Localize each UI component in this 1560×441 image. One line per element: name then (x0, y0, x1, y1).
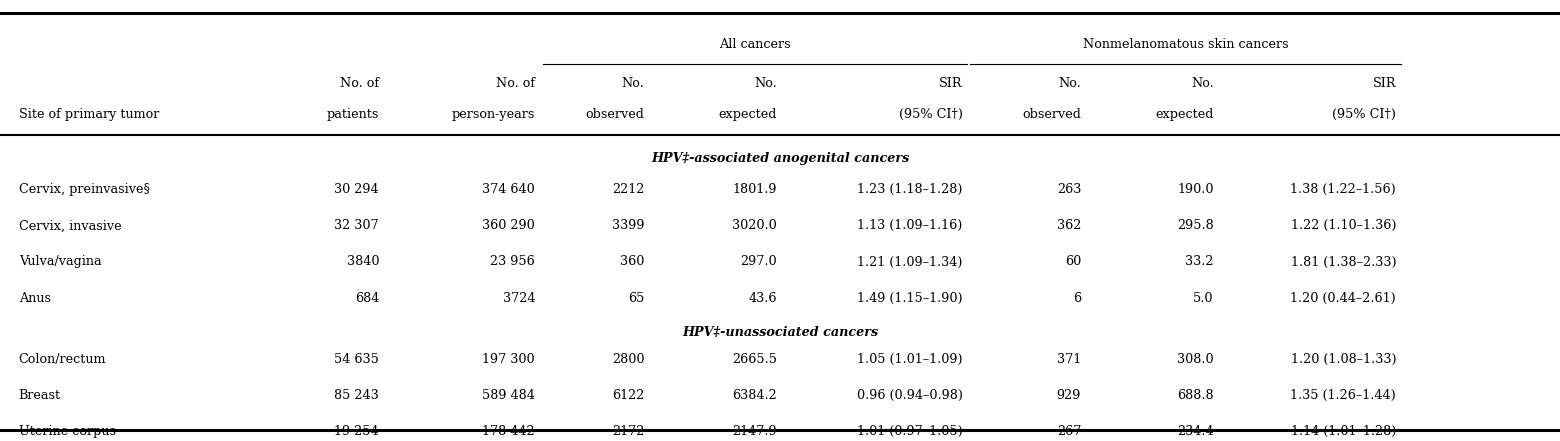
Text: 43.6: 43.6 (749, 292, 777, 305)
Text: 190.0: 190.0 (1178, 183, 1214, 196)
Text: 1.21 (1.09–1.34): 1.21 (1.09–1.34) (856, 255, 963, 269)
Text: No. of: No. of (496, 77, 535, 90)
Text: 30 294: 30 294 (334, 183, 379, 196)
Text: patients: patients (326, 108, 379, 121)
Text: (95% CI†): (95% CI†) (899, 108, 963, 121)
Text: 1.35 (1.26–1.44): 1.35 (1.26–1.44) (1290, 389, 1396, 402)
Text: observed: observed (585, 108, 644, 121)
Text: 688.8: 688.8 (1178, 389, 1214, 402)
Text: 1.49 (1.15–1.90): 1.49 (1.15–1.90) (856, 292, 963, 305)
Text: 5.0: 5.0 (1193, 292, 1214, 305)
Text: 19 254: 19 254 (334, 425, 379, 438)
Text: 2800: 2800 (612, 353, 644, 366)
Text: Cervix, preinvasive§: Cervix, preinvasive§ (19, 183, 150, 196)
Text: 684: 684 (354, 292, 379, 305)
Text: 362: 362 (1056, 219, 1081, 232)
Text: 33.2: 33.2 (1186, 255, 1214, 269)
Text: 1.01 (0.97–1.05): 1.01 (0.97–1.05) (856, 425, 963, 438)
Text: 2172: 2172 (612, 425, 644, 438)
Text: Site of primary tumor: Site of primary tumor (19, 108, 159, 121)
Text: SIR: SIR (1373, 77, 1396, 90)
Text: No.: No. (753, 77, 777, 90)
Text: person-years: person-years (452, 108, 535, 121)
Text: HPV‡-associated anogenital cancers: HPV‡-associated anogenital cancers (651, 152, 909, 165)
Text: 1.20 (1.08–1.33): 1.20 (1.08–1.33) (1290, 353, 1396, 366)
Text: 374 640: 374 640 (482, 183, 535, 196)
Text: 2212: 2212 (612, 183, 644, 196)
Text: 1801.9: 1801.9 (732, 183, 777, 196)
Text: 1.20 (0.44–2.61): 1.20 (0.44–2.61) (1290, 292, 1396, 305)
Text: 1.38 (1.22–1.56): 1.38 (1.22–1.56) (1290, 183, 1396, 196)
Text: 197 300: 197 300 (482, 353, 535, 366)
Text: 54 635: 54 635 (334, 353, 379, 366)
Text: 589 484: 589 484 (482, 389, 535, 402)
Text: 2665.5: 2665.5 (732, 353, 777, 366)
Text: 3399: 3399 (612, 219, 644, 232)
Text: 295.8: 295.8 (1176, 219, 1214, 232)
Text: 178 442: 178 442 (482, 425, 535, 438)
Text: Vulva/vagina: Vulva/vagina (19, 255, 101, 269)
Text: Breast: Breast (19, 389, 61, 402)
Text: 65: 65 (629, 292, 644, 305)
Text: All cancers: All cancers (719, 37, 791, 51)
Text: expected: expected (719, 108, 777, 121)
Text: HPV‡-unassociated cancers: HPV‡-unassociated cancers (682, 326, 878, 340)
Text: 308.0: 308.0 (1178, 353, 1214, 366)
Text: 263: 263 (1056, 183, 1081, 196)
Text: 85 243: 85 243 (334, 389, 379, 402)
Text: (95% CI†): (95% CI†) (1332, 108, 1396, 121)
Text: 360: 360 (619, 255, 644, 269)
Text: 297.0: 297.0 (741, 255, 777, 269)
Text: 360 290: 360 290 (482, 219, 535, 232)
Text: No.: No. (1058, 77, 1081, 90)
Text: 371: 371 (1056, 353, 1081, 366)
Text: 0.96 (0.94–0.98): 0.96 (0.94–0.98) (856, 389, 963, 402)
Text: 32 307: 32 307 (334, 219, 379, 232)
Text: 60: 60 (1065, 255, 1081, 269)
Text: 6: 6 (1073, 292, 1081, 305)
Text: observed: observed (1022, 108, 1081, 121)
Text: No.: No. (1190, 77, 1214, 90)
Text: 929: 929 (1056, 389, 1081, 402)
Text: Colon/rectum: Colon/rectum (19, 353, 106, 366)
Text: 3724: 3724 (502, 292, 535, 305)
Text: 1.22 (1.10–1.36): 1.22 (1.10–1.36) (1290, 219, 1396, 232)
Text: No.: No. (621, 77, 644, 90)
Text: 3840: 3840 (346, 255, 379, 269)
Text: expected: expected (1156, 108, 1214, 121)
Text: Anus: Anus (19, 292, 51, 305)
Text: 23 956: 23 956 (490, 255, 535, 269)
Text: SIR: SIR (939, 77, 963, 90)
Text: Nonmelanomatous skin cancers: Nonmelanomatous skin cancers (1083, 37, 1289, 51)
Text: 6122: 6122 (612, 389, 644, 402)
Text: 1.05 (1.01–1.09): 1.05 (1.01–1.09) (856, 353, 963, 366)
Text: 2147.9: 2147.9 (732, 425, 777, 438)
Text: 1.23 (1.18–1.28): 1.23 (1.18–1.28) (856, 183, 963, 196)
Text: 234.4: 234.4 (1178, 425, 1214, 438)
Text: 3020.0: 3020.0 (732, 219, 777, 232)
Text: 267: 267 (1056, 425, 1081, 438)
Text: 1.14 (1.01–1.28): 1.14 (1.01–1.28) (1290, 425, 1396, 438)
Text: Cervix, invasive: Cervix, invasive (19, 219, 122, 232)
Text: 1.81 (1.38–2.33): 1.81 (1.38–2.33) (1290, 255, 1396, 269)
Text: Uterine corpus: Uterine corpus (19, 425, 115, 438)
Text: 6384.2: 6384.2 (732, 389, 777, 402)
Text: No. of: No. of (340, 77, 379, 90)
Text: 1.13 (1.09–1.16): 1.13 (1.09–1.16) (856, 219, 963, 232)
